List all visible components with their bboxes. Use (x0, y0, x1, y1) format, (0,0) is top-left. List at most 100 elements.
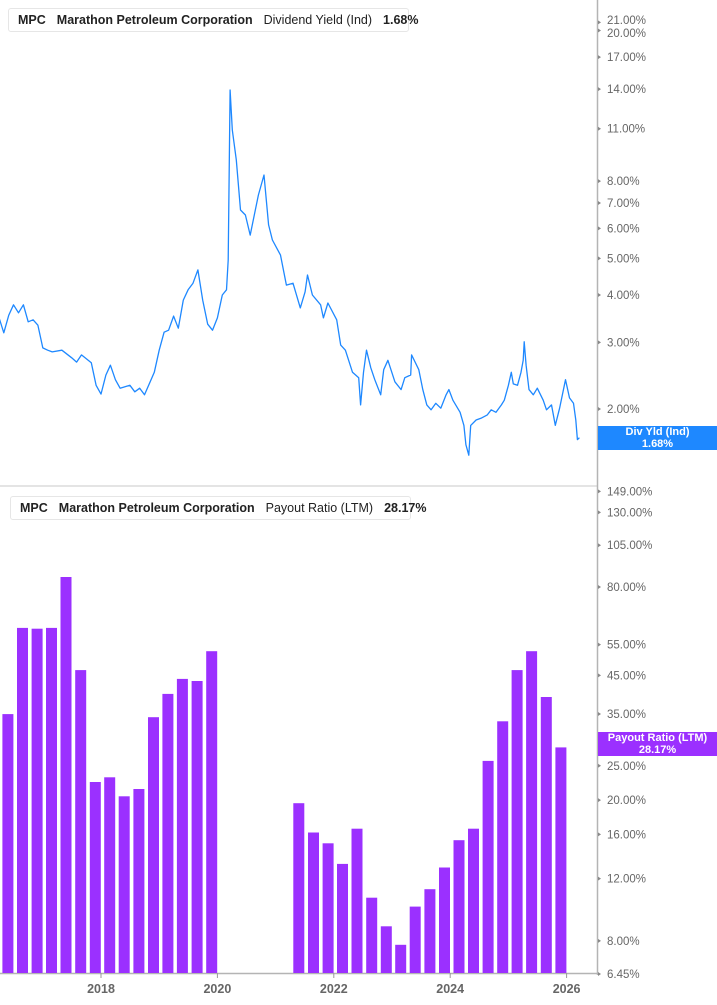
y-tick-label: 4.00% (607, 290, 640, 302)
y-tick-mark (598, 832, 601, 837)
payout-bar (308, 832, 319, 973)
y-tick-label: 3.00% (607, 337, 640, 349)
payout-bar (482, 760, 494, 973)
payout-bar (118, 796, 130, 973)
payout-bar (409, 906, 421, 973)
payout-bar (31, 628, 43, 973)
x-tick-label: 2022 (320, 982, 348, 996)
y-tick-label: 25.00% (607, 761, 646, 773)
y-tick-label: 5.00% (607, 253, 640, 265)
x-axis: 2018 2020 2022 2024 2026 (87, 973, 581, 996)
y-tick-mark (598, 876, 601, 881)
metric-name: Dividend Yield (Ind) (263, 13, 373, 27)
y-tick-mark (598, 20, 601, 25)
payout-bar (60, 577, 72, 973)
payout-bar (148, 717, 159, 973)
payout-bar (17, 627, 28, 973)
payout-bar (162, 693, 174, 973)
payout-bar (176, 678, 188, 973)
y-tick-mark (598, 201, 601, 206)
bottom-y-axis: 149.00% 130.00% 105.00% 80.00% 55.00% 45.00% 3… (598, 486, 652, 981)
top-y-axis: 21.00%20.00% 17.00% 14.00% 11.00% 8.00% 7.00%… (598, 15, 646, 416)
payout-bar (439, 867, 450, 973)
flag-value: 1.68% (641, 437, 674, 450)
y-tick-label: 16.00% (607, 829, 646, 841)
y-tick-label: 80.00% (607, 582, 646, 594)
company-name: Marathon Petroleum Corporation (58, 501, 255, 515)
y-tick-mark (598, 179, 601, 184)
payout-bar (75, 670, 87, 973)
y-tick-mark (598, 585, 601, 589)
y-tick-mark (598, 938, 601, 943)
y-tick-mark (598, 55, 601, 60)
y-tick-mark (598, 972, 601, 977)
x-tick-label: 2024 (436, 982, 464, 996)
y-tick-label: 20.00% (607, 28, 646, 40)
y-tick-mark (598, 712, 601, 717)
x-tick-label: 2026 (553, 982, 581, 996)
y-tick-mark (598, 543, 601, 548)
y-tick-label: 45.00% (607, 670, 646, 682)
payout-bar (191, 681, 203, 973)
y-tick-mark (598, 763, 601, 768)
payout-bar (351, 828, 363, 973)
payout-bar (337, 863, 348, 973)
y-tick-mark (598, 340, 601, 345)
payout-bar (511, 670, 523, 973)
payout-ratio-value-flag: Payout Ratio (LTM) 28.17% (598, 732, 717, 756)
y-tick-mark (598, 293, 601, 298)
y-tick-label: 55.00% (607, 640, 646, 652)
payout-bar (540, 697, 552, 973)
payout-bar (293, 803, 305, 973)
payout-bar (366, 897, 378, 973)
y-tick-label: 130.00% (607, 507, 652, 519)
ticker: MPC (20, 501, 48, 515)
payout-bar (322, 843, 334, 973)
y-tick-label: 17.00% (607, 52, 646, 64)
flag-value: 28.17% (638, 743, 677, 756)
payout-bar (104, 777, 116, 973)
payout-bar (46, 627, 57, 973)
y-tick-label: 20.00% (607, 795, 646, 807)
flag-label: Payout Ratio (LTM) (607, 732, 708, 744)
dividend-yield-line (0, 89, 580, 456)
y-tick-mark (598, 642, 601, 647)
payout-bar (555, 747, 567, 973)
y-tick-label: 8.00% (607, 936, 640, 948)
y-tick-mark (598, 407, 601, 411)
y-tick-label: 105.00% (607, 540, 652, 552)
y-tick-label: 21.00% (607, 15, 646, 27)
company-name: Marathon Petroleum Corporation (56, 13, 253, 27)
ticker: MPC (18, 13, 46, 27)
y-tick-label: 7.00% (607, 198, 640, 210)
payout-bar (453, 840, 465, 973)
y-tick-label: 6.45% (607, 969, 640, 981)
x-tick-label: 2018 (87, 982, 115, 996)
metric-value: 28.17% (384, 501, 427, 515)
y-tick-label: 8.00% (607, 176, 640, 188)
metric-name: Payout Ratio (LTM) (265, 501, 374, 515)
payout-bar (497, 721, 509, 973)
flag-label: Div Yld (Ind) (625, 426, 690, 438)
y-tick-mark (598, 489, 601, 494)
y-tick-label: 12.00% (607, 874, 646, 886)
y-tick-mark (598, 28, 601, 33)
metric-value: 1.68% (383, 13, 419, 27)
y-tick-label: 6.00% (607, 223, 640, 235)
y-tick-label: 35.00% (607, 709, 646, 721)
payout-bar (526, 651, 538, 973)
y-tick-mark (598, 87, 601, 92)
dividend-yield-value-flag: Div Yld (Ind) 1.68% (598, 426, 717, 450)
x-tick-label: 2020 (203, 982, 231, 996)
y-tick-mark (598, 126, 601, 131)
payout-bar (424, 889, 436, 973)
payout-bar (468, 828, 479, 973)
y-tick-mark (598, 798, 601, 803)
payout-bar (133, 789, 145, 973)
y-tick-mark (598, 510, 601, 515)
top-legend[interactable]: MPC Marathon Petroleum Corporation Divid… (8, 8, 418, 32)
bottom-legend[interactable]: MPC Marathon Petroleum Corporation Payou… (10, 496, 426, 520)
y-tick-label: 14.00% (607, 84, 646, 96)
payout-bars (2, 577, 567, 973)
